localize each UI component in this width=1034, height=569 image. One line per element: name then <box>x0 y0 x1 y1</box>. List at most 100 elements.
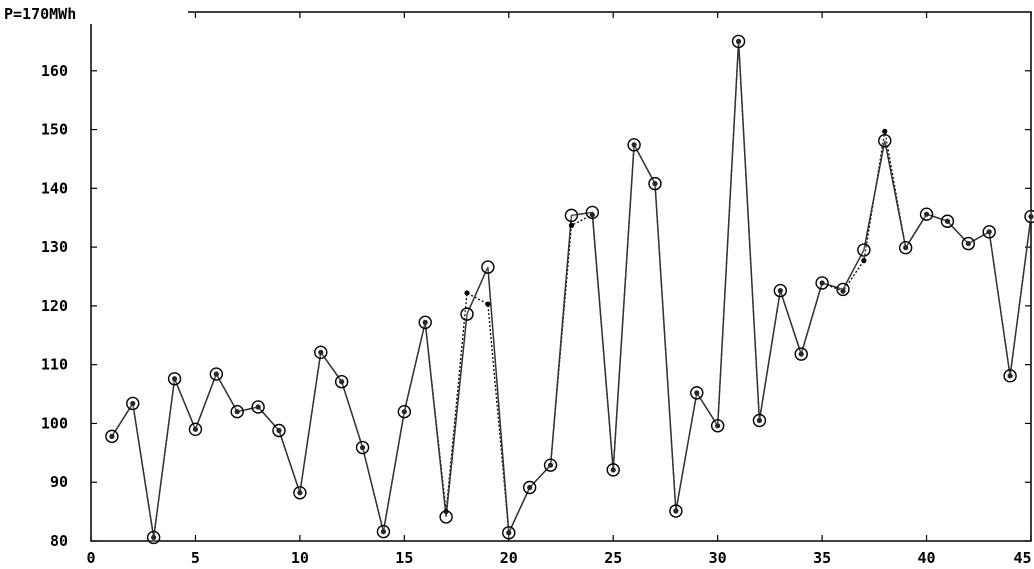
series-layer <box>105 34 1034 545</box>
series-circle-point <box>126 396 140 411</box>
series-dot-point <box>151 534 157 541</box>
series-dot-point <box>1007 373 1013 379</box>
y-tick-label: 100 <box>41 414 68 432</box>
series-solid-line <box>111 41 1032 538</box>
y-tick-label: 130 <box>41 238 68 256</box>
series-circle-point <box>815 276 829 290</box>
series-dotted-line <box>111 41 1032 538</box>
series-circle-point <box>230 404 244 419</box>
series-dot-point <box>527 484 533 491</box>
series-dot-point <box>443 509 449 515</box>
series-dot-point <box>756 417 763 424</box>
series-dot-point <box>464 290 470 296</box>
axis-unit-label: P=170MWh <box>4 5 76 23</box>
x-tick-label: 35 <box>813 549 831 567</box>
series-dot-point <box>130 400 136 407</box>
series-dot-point <box>944 218 951 224</box>
series-dot-point <box>506 530 512 536</box>
series-circle-point <box>940 214 955 228</box>
series-dot-point <box>694 390 700 396</box>
series-dot-point <box>339 379 345 385</box>
series-dot-point <box>297 490 303 496</box>
x-tick-label: 40 <box>918 549 936 567</box>
series-circle-point <box>878 134 892 148</box>
series-dot-point <box>276 427 282 434</box>
series-dot-point <box>673 508 679 514</box>
x-tick-label: 0 <box>86 549 95 567</box>
series-dot-point <box>401 409 407 415</box>
y-tick-label: 120 <box>41 297 68 315</box>
series-circle-point <box>1024 209 1034 224</box>
series-circle-point <box>376 524 391 539</box>
series-circle-point <box>961 236 976 251</box>
y-tick-label: 140 <box>41 179 68 197</box>
series-dot-point <box>735 38 742 44</box>
series-circle-point <box>543 458 558 472</box>
series-dot-point <box>631 142 637 148</box>
series-circle-point <box>460 307 474 321</box>
x-tick-label: 5 <box>191 549 200 567</box>
series-circle-point <box>481 260 495 274</box>
series-dot-point <box>380 528 387 535</box>
series-dot-point <box>923 211 930 217</box>
series-dot-point <box>861 258 867 264</box>
x-tick-label: 15 <box>395 549 413 567</box>
series-dot-point <box>109 433 115 439</box>
series-circle-point <box>188 422 203 437</box>
series-circle-point <box>606 463 620 477</box>
series-circle-point <box>522 480 537 495</box>
x-tick-label: 20 <box>500 549 518 567</box>
series-dot-point <box>819 280 825 286</box>
series-dot-point <box>234 409 240 415</box>
series-dot-point <box>568 222 575 228</box>
series-circle-point <box>105 429 119 444</box>
y-tick-label: 160 <box>41 62 68 80</box>
series-circle-point <box>982 225 996 239</box>
series-circle-point <box>731 34 746 49</box>
series-dot-point <box>903 245 909 251</box>
series-circle-point <box>209 367 224 381</box>
series-dot-point <box>882 128 888 134</box>
series-dot-point <box>255 404 261 410</box>
series-dot-point <box>965 240 971 247</box>
x-axis: 0 5 10 15 20 25 30 35 40 45. <box>86 12 1034 567</box>
x-tick-label: 30 <box>709 549 727 567</box>
series-dot-point <box>171 376 178 382</box>
series-dot-point <box>318 349 324 355</box>
series-circle-point <box>167 372 182 386</box>
series-dot-point <box>986 229 992 235</box>
series-dot-point <box>715 423 721 429</box>
series-circle-point <box>752 413 767 428</box>
series-dot-point <box>610 467 616 473</box>
y-tick-label: 80 <box>50 532 68 550</box>
series-dot-point <box>777 288 783 294</box>
series-circle-point <box>418 315 432 330</box>
series-circle-point <box>146 530 161 545</box>
series-circle-point <box>564 208 579 223</box>
x-tick-label: 10 <box>291 549 309 567</box>
y-axis: 80 90 100 110 120 130 140 150 160 <box>41 62 1031 550</box>
series-dot-point <box>485 301 491 307</box>
series-dot-point <box>589 212 595 218</box>
series-dot-point <box>213 371 219 377</box>
series-circle-point <box>251 400 265 414</box>
series-circle-point <box>794 347 808 361</box>
series-circle-point <box>773 283 788 298</box>
series-circle-point <box>1003 369 1017 383</box>
series-circle-point <box>710 419 725 433</box>
series-circle-point <box>272 423 286 438</box>
unit-label-background <box>2 2 188 24</box>
series-circle-point <box>293 486 307 500</box>
series-dot-point <box>1028 213 1034 220</box>
series-circle-point <box>585 205 600 220</box>
series-circle-point <box>314 345 328 360</box>
series-circle-point <box>690 386 704 400</box>
y-tick-label: 90 <box>50 473 68 491</box>
series-circle-point <box>627 138 641 152</box>
y-tick-label: 150 <box>41 121 68 139</box>
series-dot-point <box>422 319 428 325</box>
series-dot-point <box>192 426 199 432</box>
series-dot-point <box>359 444 366 451</box>
y-tick-label: 110 <box>41 356 68 374</box>
